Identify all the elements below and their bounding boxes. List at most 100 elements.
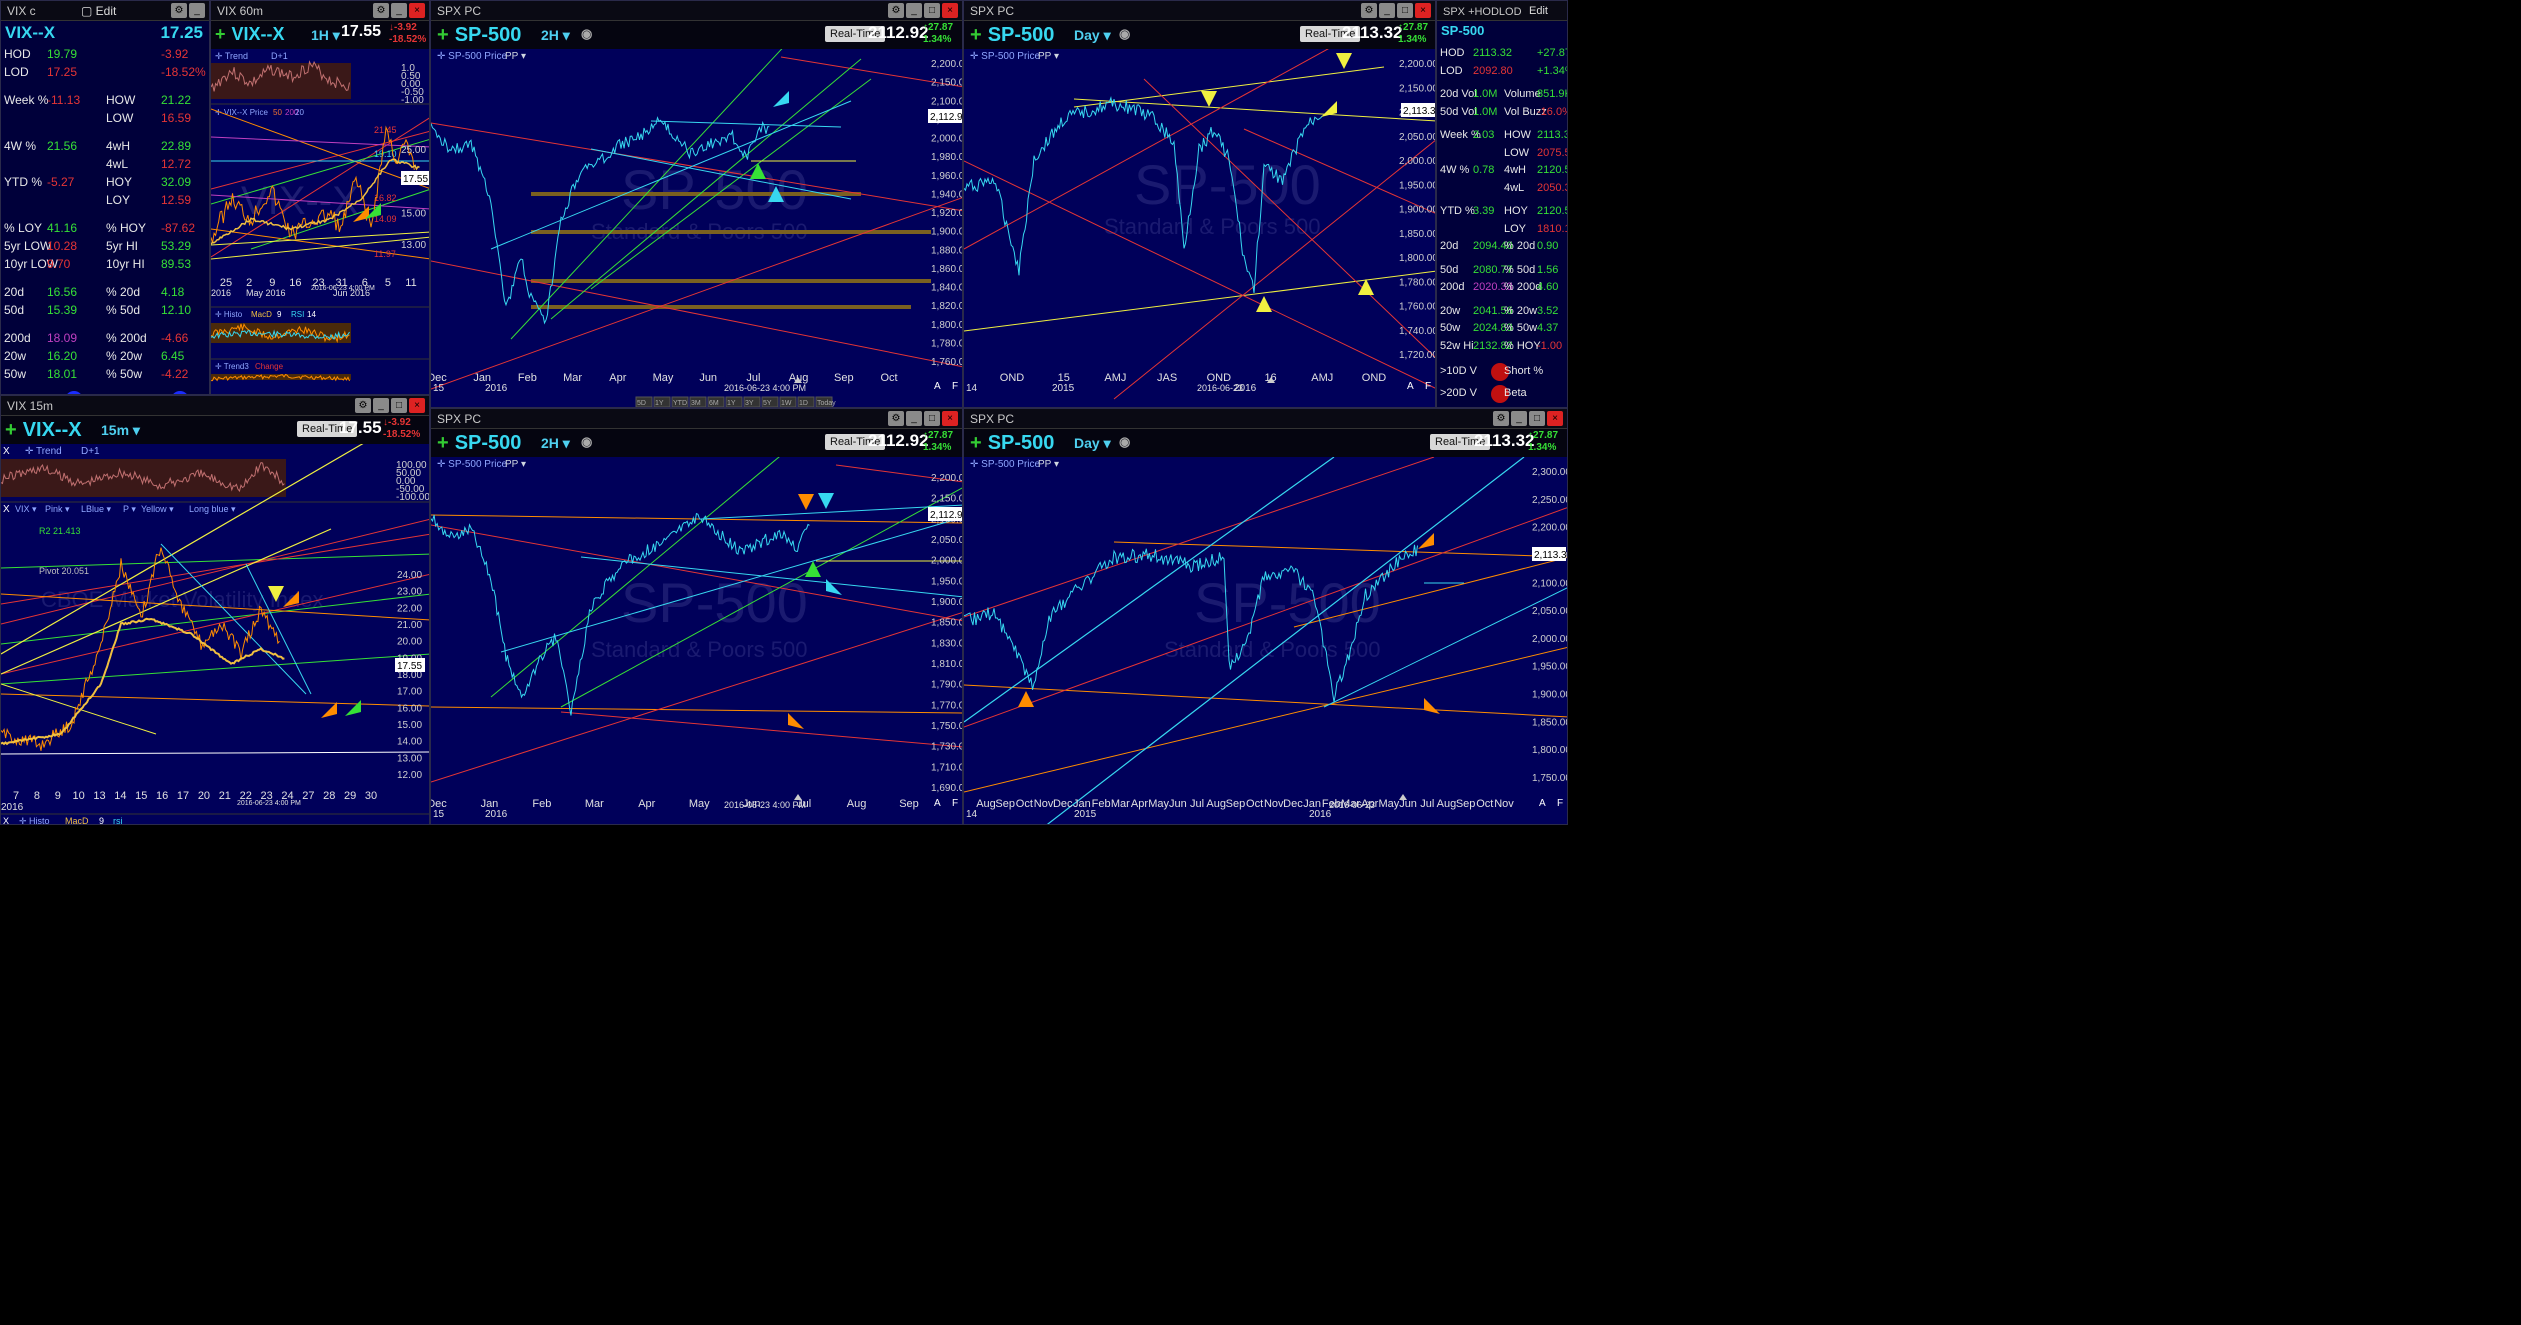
trend-line bbox=[1046, 457, 1525, 824]
add-icon[interactable]: + bbox=[437, 432, 449, 454]
spx2h-bot-pane[interactable]: SPX PC ⚙ _ □ × + SP-500 2H ▾ ◉ Real-Time 211… bbox=[430, 408, 963, 825]
stat-label: YTD % bbox=[4, 175, 43, 189]
minimize-icon[interactable]: _ bbox=[391, 3, 407, 18]
spxday-top-tab[interactable]: SPX PC ⚙ _ □ × bbox=[964, 1, 1435, 21]
minimize-icon[interactable]: _ bbox=[373, 398, 389, 413]
close-icon[interactable]: × bbox=[942, 3, 958, 18]
macd-series bbox=[211, 322, 350, 344]
real-time-button[interactable]: Real-Time bbox=[1430, 434, 1491, 450]
vix60-chart[interactable]: ✛ Trend D+1 1.00.500.00-0.50-1.00 ✛ VIX--X … bbox=[211, 49, 430, 395]
spx2h-top-pane[interactable]: SPX PC ⚙ _ □ × + SP-500 2H ▾ ◉ Real-Time 211… bbox=[430, 0, 963, 408]
stat-value: 21.22 bbox=[161, 93, 192, 107]
real-time-button[interactable]: Real-Time bbox=[297, 421, 358, 437]
symbol[interactable]: + VIX--X bbox=[215, 24, 285, 45]
stat-label: LOY bbox=[106, 193, 131, 207]
timeframe-button bbox=[797, 396, 815, 407]
interval-select[interactable]: 2H ▾ bbox=[541, 435, 570, 451]
y-tick-label: 1,760.00 bbox=[1399, 302, 1436, 313]
interval-select[interactable]: Day ▾ bbox=[1074, 435, 1111, 451]
camera-icon[interactable]: ◉ bbox=[581, 434, 593, 449]
vix60-chart-pane[interactable]: VIX 60m ⚙ _ × + VIX--X 1H ▾ 17.55 ↓-3.92 -18… bbox=[210, 0, 430, 395]
symbol[interactable]: + SP-500 bbox=[970, 24, 1054, 47]
gear-icon[interactable]: ⚙ bbox=[888, 3, 904, 18]
spx2h-top-tab[interactable]: SPX PC ⚙ _ □ × bbox=[431, 1, 962, 21]
real-time-button[interactable]: Real-Time bbox=[1300, 26, 1361, 42]
minimize-icon[interactable]: _ bbox=[1511, 411, 1527, 426]
vix-stats-tab[interactable]: VIX c ▢ Edit ⚙ _ bbox=[1, 1, 209, 21]
close-icon[interactable]: × bbox=[942, 411, 958, 426]
minimize-icon[interactable]: _ bbox=[1379, 3, 1395, 18]
vix60-tab[interactable]: VIX 60m ⚙ _ × bbox=[211, 1, 429, 21]
stat-label: 4wL bbox=[1504, 181, 1525, 194]
trend-y-tick: -1.00 bbox=[401, 95, 424, 106]
symbol[interactable]: + SP-500 bbox=[437, 24, 521, 47]
interval-select[interactable]: Day ▾ bbox=[1074, 27, 1111, 43]
add-icon[interactable]: + bbox=[5, 419, 17, 441]
vix15-tab[interactable]: VIX 15m ⚙ _ □ × bbox=[1, 396, 429, 416]
minimize-icon[interactable]: _ bbox=[906, 411, 922, 426]
spx-stats-tab[interactable]: SPX +HODLOD Edit bbox=[1437, 1, 1567, 21]
stat-value: 1.0M bbox=[1473, 105, 1498, 118]
stats-symbol: SP-500 bbox=[1441, 23, 1485, 38]
camera-icon[interactable]: ◉ bbox=[1119, 26, 1131, 41]
interval-select[interactable]: 1H ▾ bbox=[311, 27, 340, 43]
close-icon[interactable]: × bbox=[1547, 411, 1563, 426]
close-icon[interactable]: × bbox=[1415, 3, 1431, 18]
add-icon[interactable]: + bbox=[437, 24, 449, 46]
x-tick-label: 20 bbox=[198, 790, 210, 802]
camera-icon[interactable]: ◉ bbox=[1119, 434, 1131, 449]
minimize-icon[interactable]: _ bbox=[189, 3, 205, 18]
close-icon[interactable]: × bbox=[409, 3, 425, 18]
close-icon[interactable]: × bbox=[409, 398, 425, 413]
maximize-icon[interactable]: □ bbox=[391, 398, 407, 413]
gear-icon[interactable]: ⚙ bbox=[1361, 3, 1377, 18]
ma-label: 200 bbox=[285, 108, 299, 117]
gear-icon[interactable]: ⚙ bbox=[888, 411, 904, 426]
trend-line bbox=[510, 49, 783, 340]
maximize-icon[interactable]: □ bbox=[1397, 3, 1413, 18]
maximize-icon[interactable]: □ bbox=[1529, 411, 1545, 426]
edit-button[interactable]: ▢ Edit bbox=[81, 4, 117, 18]
y-tick-label: 18.00 bbox=[397, 670, 422, 681]
add-icon[interactable]: + bbox=[970, 24, 982, 46]
edit-button[interactable]: Edit bbox=[1529, 1, 1548, 21]
stat-label: 4wH bbox=[1504, 164, 1527, 176]
x-tick-label: Apr bbox=[638, 798, 655, 810]
y-tick-label: 1,920.00 bbox=[931, 208, 963, 219]
camera-icon[interactable]: ◉ bbox=[581, 26, 593, 41]
spxday-top-pane[interactable]: SPX PC ⚙ _ □ × + SP-500 Day ▾ ◉ Real-Time 21… bbox=[963, 0, 1436, 408]
signal-arrow-icon bbox=[1321, 101, 1337, 117]
symbol[interactable]: + VIX--X bbox=[5, 419, 82, 442]
add-icon[interactable]: + bbox=[970, 432, 982, 454]
spx2h-bot-tab[interactable]: SPX PC ⚙ _ □ × bbox=[431, 409, 962, 429]
maximize-icon[interactable]: □ bbox=[924, 3, 940, 18]
y-tick-label: 1,750.00 bbox=[931, 721, 963, 732]
trend-line bbox=[1, 553, 429, 569]
maximize-icon[interactable]: □ bbox=[924, 411, 940, 426]
symbol[interactable]: + SP-500 bbox=[970, 432, 1054, 455]
interval-select[interactable]: 15m ▾ bbox=[101, 422, 140, 438]
add-icon[interactable]: + bbox=[215, 24, 226, 44]
x-year-label: 14 bbox=[966, 809, 978, 820]
last-price-marker bbox=[928, 109, 962, 123]
x-tick-label: Oct bbox=[1246, 798, 1263, 810]
gear-icon[interactable]: ⚙ bbox=[171, 3, 187, 18]
interval-select[interactable]: 2H ▾ bbox=[541, 27, 570, 43]
minimize-icon[interactable]: _ bbox=[906, 3, 922, 18]
trend-label: D+1 bbox=[81, 446, 100, 457]
gear-icon[interactable]: ⚙ bbox=[355, 398, 371, 413]
spxday-bot-pane[interactable]: SPX PC ⚙ _ □ × + SP-500 Day ▾ ◉ Real-Time 21… bbox=[963, 408, 1568, 825]
real-time-button[interactable]: Real-Time bbox=[825, 26, 886, 42]
symbol[interactable]: + SP-500 bbox=[437, 432, 521, 455]
spxday-bot-tab[interactable]: SPX PC ⚙ _ □ × bbox=[964, 409, 1567, 429]
gear-icon[interactable]: ⚙ bbox=[1493, 411, 1509, 426]
vix15-chart-pane[interactable]: VIX 15m ⚙ _ □ × + VIX--X 15m ▾ Real-Time 17.… bbox=[0, 395, 430, 825]
gear-icon[interactable]: ⚙ bbox=[373, 3, 389, 18]
real-time-button[interactable]: Real-Time bbox=[825, 434, 886, 450]
x-tick-label: OND bbox=[1362, 372, 1387, 384]
